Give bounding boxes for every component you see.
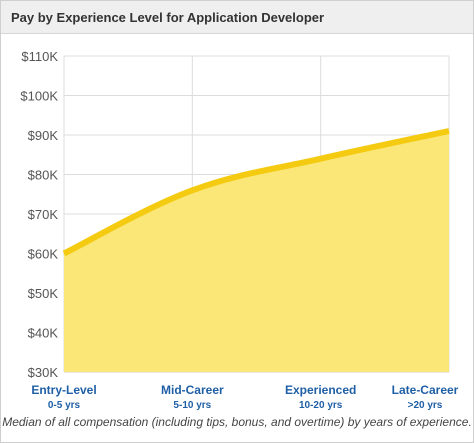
y-tick-label: $100K [20, 89, 58, 104]
chart-header: Pay by Experience Level for Application … [1, 1, 473, 34]
y-axis-ticks: $30K $40K $50K $60K $70K $80K $90K $100K $110K [20, 49, 58, 380]
x-category-label: Experienced [285, 383, 356, 397]
y-tick-label: $50K [28, 286, 59, 301]
x-category-sublabel: 10-20 yrs [299, 400, 343, 411]
y-tick-label: $60K [28, 247, 59, 262]
x-axis-categories: Entry-Level 0-5 yrs Mid-Career 5-10 yrs Expe… [31, 383, 458, 411]
x-category-label: Mid-Career [161, 383, 224, 397]
y-tick-label: $70K [28, 207, 59, 222]
chart-caption: Median of all compensation (including ti… [2, 415, 472, 429]
chart-title: Pay by Experience Level for Application … [11, 9, 325, 25]
y-tick-label: $80K [28, 168, 59, 183]
x-category-sublabel: >20 yrs [408, 400, 443, 411]
x-category-label: Late-Career [392, 383, 459, 397]
x-category-label: Entry-Level [31, 383, 96, 397]
area-layer [62, 128, 450, 372]
x-category-sublabel: 0-5 yrs [48, 400, 81, 411]
y-tick-label: $90K [28, 128, 59, 143]
y-tick-label: $30K [28, 365, 59, 380]
x-category-sublabel: 5-10 yrs [173, 400, 211, 411]
series-line [62, 128, 450, 257]
area-chart: $30K $40K $50K $60K $70K $80K $90K $100K $110K E… [20, 49, 458, 411]
y-tick-label: $40K [28, 326, 59, 341]
area-fill [64, 131, 449, 372]
y-tick-label: $110K [21, 49, 58, 64]
